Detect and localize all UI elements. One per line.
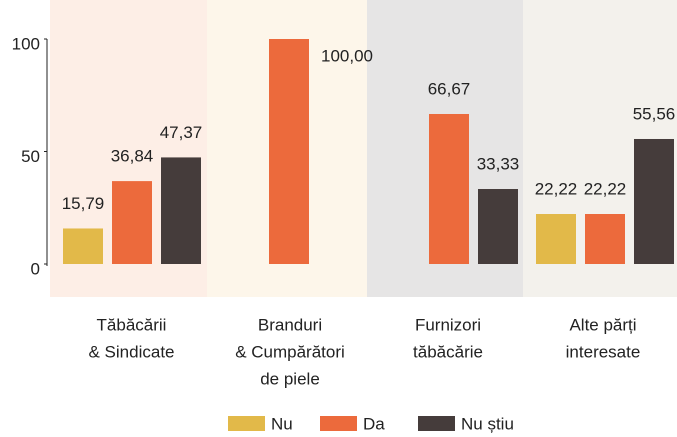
value-label: 47,37 — [160, 123, 203, 142]
y-tick-label: 50 — [21, 147, 40, 166]
category-label: interesate — [566, 342, 641, 361]
legend-swatch — [320, 416, 357, 431]
category-label: tăbăcărie — [413, 342, 483, 361]
value-label: 22,22 — [535, 179, 578, 198]
bar — [63, 228, 103, 264]
value-label: 55,56 — [633, 104, 676, 123]
bar — [112, 181, 152, 264]
legend-label: Da — [363, 414, 385, 433]
bar — [429, 113, 469, 265]
bar — [634, 138, 674, 264]
value-label: 22,22 — [584, 179, 627, 198]
y-tick-label: 0 — [31, 259, 40, 278]
category-label: de piele — [260, 369, 320, 388]
bar — [585, 214, 625, 264]
category-label: Branduri — [258, 315, 322, 334]
category-label: Tăbăcării — [97, 315, 167, 334]
category-label: & Sindicate — [89, 342, 175, 361]
legend-swatch — [418, 416, 455, 431]
value-label: 36,84 — [111, 147, 154, 166]
y-tick-label: 100 — [12, 34, 40, 53]
category-label: Alte părți — [569, 315, 636, 334]
bar — [161, 157, 201, 264]
legend-label: Nu știu — [461, 414, 514, 433]
bar — [269, 39, 309, 264]
value-label: 15,79 — [62, 194, 105, 213]
category-label: & Cumpărători — [235, 342, 345, 361]
value-label: 100,00 — [321, 46, 373, 65]
legend-label: Nu — [271, 414, 293, 433]
value-label: 33,33 — [477, 154, 520, 173]
category-label: Furnizori — [415, 315, 481, 334]
value-label: 66,67 — [428, 79, 471, 98]
bar — [536, 214, 576, 264]
bar — [478, 189, 518, 264]
legend-swatch — [228, 416, 265, 431]
